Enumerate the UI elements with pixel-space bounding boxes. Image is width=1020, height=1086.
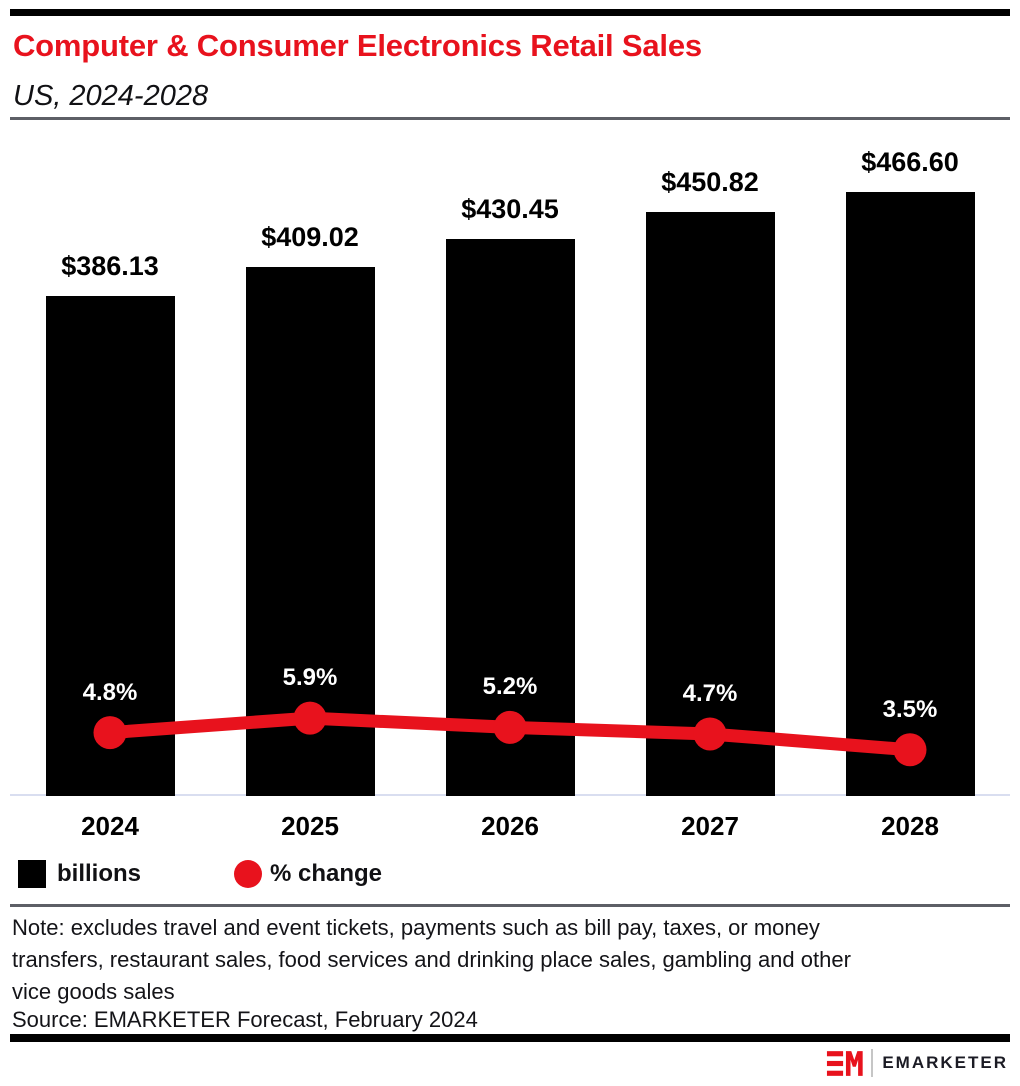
pct-change-marker-2024 xyxy=(93,716,127,750)
header-divider xyxy=(10,117,1010,120)
legend-swatch-billions xyxy=(18,860,46,888)
pct-change-marker-2026 xyxy=(493,710,527,744)
note-line-2: transfers, restaurant sales, food servic… xyxy=(12,947,851,972)
bar-2028 xyxy=(845,192,975,796)
chart-title: Computer & Consumer Electronics Retail S… xyxy=(13,28,702,63)
pct-change-marker-2025 xyxy=(293,701,327,735)
note-text: Note: excludes travel and event tickets,… xyxy=(12,912,851,1008)
bar-2024 xyxy=(45,296,175,796)
bar-value-label-2028: $466.60 xyxy=(861,147,959,177)
bar-2027 xyxy=(645,212,775,796)
emarketer-wordmark: EMARKETER xyxy=(882,1053,1008,1072)
pct-change-label-2027: 4.7% xyxy=(682,679,738,707)
bar-value-label-2025: $409.02 xyxy=(261,221,359,252)
logo-divider xyxy=(871,1049,874,1077)
x-tick-label-2028: 2028 xyxy=(881,811,939,841)
note-line-1: Note: excludes travel and event tickets,… xyxy=(12,915,820,940)
bar-value-label-2027: $450.82 xyxy=(661,167,759,198)
chart-subtitle: US, 2024-2028 xyxy=(13,80,209,112)
emarketer-logo: EMARKETER xyxy=(826,1048,1008,1078)
pct-change-marker-2027 xyxy=(693,717,727,751)
x-tick-label-2025: 2025 xyxy=(281,811,339,841)
note-line-3: vice goods sales xyxy=(12,979,175,1004)
pct-change-label-2028: 3.5% xyxy=(882,695,938,723)
pct-change-label-2024: 4.8% xyxy=(82,678,138,706)
x-tick-label-2027: 2027 xyxy=(681,811,739,841)
em-logo-mark xyxy=(827,1050,863,1076)
footer-divider xyxy=(10,904,1010,907)
top-accent-bar xyxy=(10,9,1010,16)
bar-2026 xyxy=(445,238,575,796)
pct-change-label-2025: 5.9% xyxy=(282,664,338,692)
bar-value-label-2026: $430.45 xyxy=(461,193,559,224)
legend: billions % change xyxy=(18,860,382,888)
x-tick-label-2024: 2024 xyxy=(81,811,139,841)
source-text: Source: EMARKETER Forecast, February 202… xyxy=(12,1007,478,1032)
bottom-accent-bar xyxy=(10,1034,1010,1042)
legend-label-pct-change: % change xyxy=(270,860,383,887)
legend-label-billions: billions xyxy=(57,860,141,887)
pct-change-label-2026: 5.2% xyxy=(482,673,538,701)
x-tick-label-2026: 2026 xyxy=(481,811,539,841)
bar-value-label-2024: $386.13 xyxy=(61,251,159,282)
pct-change-marker-2028 xyxy=(893,733,927,767)
legend-swatch-pct-change xyxy=(234,860,262,888)
